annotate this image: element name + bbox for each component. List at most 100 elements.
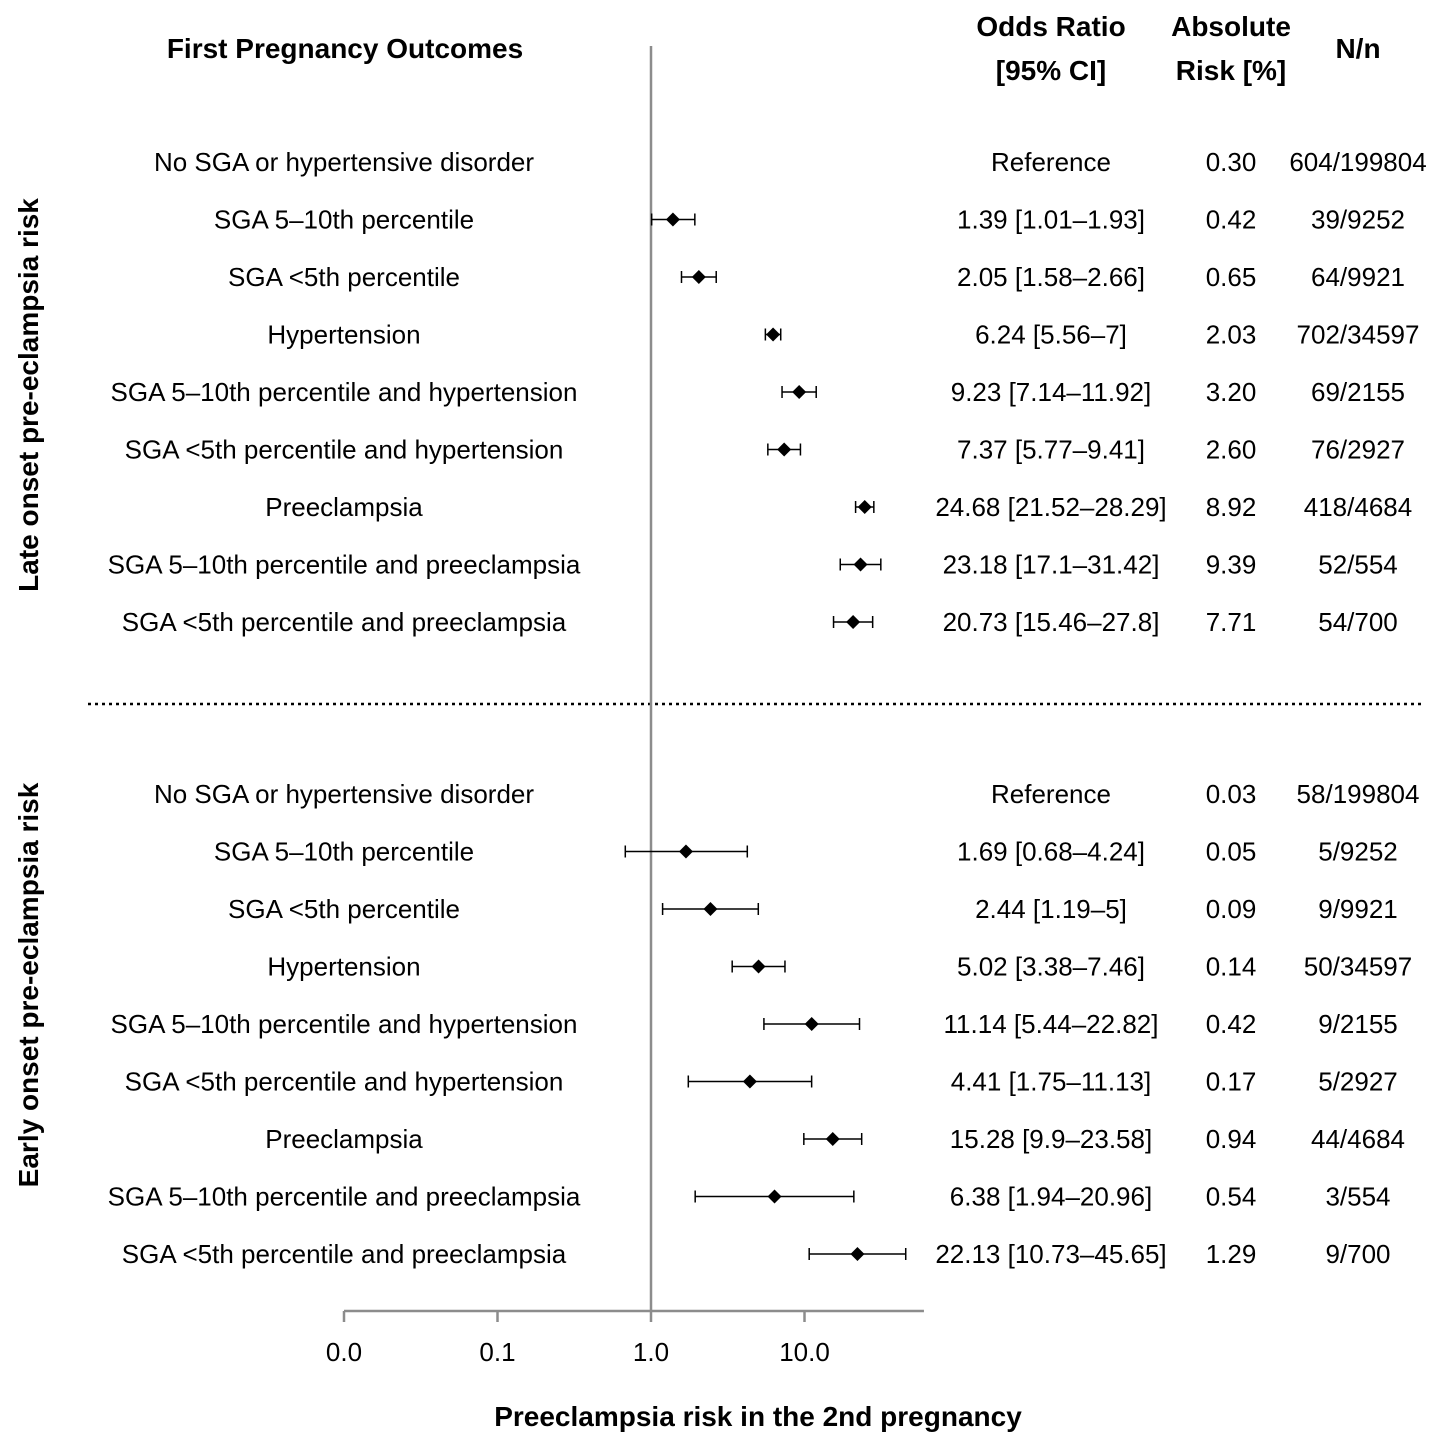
absolute-risk-value: 0.94 [1206,1124,1257,1154]
n-over-n-value: 5/2927 [1318,1067,1398,1097]
absolute-risk-value: 7.71 [1206,607,1257,637]
odds-ratio-marker [850,1247,865,1261]
odds-ratio-text: 23.18 [17.1–31.42] [943,550,1160,580]
header-absolute-risk: Absolute [1171,11,1291,42]
odds-ratio-text: Reference [991,779,1111,809]
outcome-label: SGA <5th percentile [228,262,460,292]
outcome-label: SGA <5th percentile and hypertension [125,1067,564,1097]
absolute-risk-value: 8.92 [1206,492,1257,522]
absolute-risk-value: 2.60 [1206,435,1257,465]
header-absolute-risk-unit: Risk [%] [1176,55,1286,86]
odds-ratio-text: 11.14 [5.44–22.82] [944,1009,1159,1039]
odds-ratio-marker [766,327,781,342]
absolute-risk-value: 0.54 [1206,1182,1257,1212]
odds-ratio-marker [691,270,706,284]
absolute-risk-value: 0.42 [1206,1009,1257,1039]
absolute-risk-value: 0.14 [1206,952,1257,982]
outcome-label: SGA 5–10th percentile and preeclampsia [108,550,581,580]
group-label-late: Late onset pre-eclampsia risk [13,198,44,592]
odds-ratio-text: 22.13 [10.73–45.65] [935,1239,1166,1269]
absolute-risk-value: 3.20 [1206,377,1257,407]
odds-ratio-text: 15.28 [9.9–23.58] [950,1124,1152,1154]
odds-ratio-marker [742,1074,757,1089]
absolute-risk-value: 0.65 [1206,262,1257,292]
outcome-label: No SGA or hypertensive disorder [154,779,534,809]
n-over-n-value: 54/700 [1318,607,1398,637]
absolute-risk-value: 0.03 [1206,779,1257,809]
x-tick-label: 0.0 [326,1337,362,1367]
n-over-n-value: 604/199804 [1289,147,1426,177]
odds-ratio-text: 2.44 [1.19–5] [975,894,1127,924]
x-tick-label: 1.0 [633,1337,669,1367]
outcome-label: SGA <5th percentile and hypertension [125,435,564,465]
outcome-label: SGA 5–10th percentile [214,205,474,235]
n-over-n-value: 64/9921 [1311,262,1405,292]
n-over-n-value: 58/199804 [1297,779,1420,809]
outcome-label: No SGA or hypertensive disorder [154,147,534,177]
outcome-label: SGA <5th percentile [228,894,460,924]
outcome-label: SGA 5–10th percentile and preeclampsia [108,1182,581,1212]
odds-ratio-text: 6.38 [1.94–20.96] [950,1182,1152,1212]
odds-ratio-text: 6.24 [5.56–7] [975,320,1127,350]
n-over-n-value: 9/9921 [1318,894,1398,924]
odds-ratio-text: 7.37 [5.77–9.41] [957,435,1145,465]
x-axis-title: Preeclampsia risk in the 2nd pregnancy [494,1401,1022,1432]
n-over-n-value: 39/9252 [1311,205,1405,235]
odds-ratio-marker [804,1017,819,1031]
absolute-risk-value: 0.17 [1206,1067,1257,1097]
n-over-n-value: 76/2927 [1311,435,1405,465]
absolute-risk-value: 9.39 [1206,550,1257,580]
odds-ratio-marker [665,212,680,227]
header-odds-ratio: Odds Ratio [976,11,1125,42]
odds-ratio-marker [792,385,807,399]
outcome-label: SGA 5–10th percentile [214,837,474,867]
odds-ratio-marker [767,1189,782,1204]
header-outcomes: First Pregnancy Outcomes [167,33,523,64]
n-over-n-value: 9/2155 [1318,1009,1398,1039]
odds-ratio-text: 1.69 [0.68–4.24] [957,837,1145,867]
rows-layer: No SGA or hypertensive disorder Reference… [108,147,1427,1269]
x-axis: 0.0 0.1 1.0 10.0 [326,46,924,1367]
odds-ratio-marker [853,557,868,572]
odds-ratio-marker [678,844,693,859]
odds-ratio-text: 2.05 [1.58–2.66] [957,262,1145,292]
marks-layer [624,212,907,1261]
absolute-risk-value: 0.42 [1206,205,1257,235]
odds-ratio-text: 20.73 [15.46–27.8] [943,607,1160,637]
x-tick-label: 10.0 [779,1337,830,1367]
column-headers: First Pregnancy Outcomes Odds Ratio [95%… [167,11,1381,86]
odds-ratio-text: 4.41 [1.75–11.13] [951,1067,1151,1097]
n-over-n-value: 702/34597 [1297,320,1420,350]
odds-ratio-marker [825,1132,840,1146]
absolute-risk-value: 0.09 [1206,894,1257,924]
n-over-n-value: 9/700 [1325,1239,1390,1269]
outcome-label: Preeclampsia [265,492,423,522]
header-odds-ratio-ci: [95% CI] [996,55,1106,86]
outcome-label: SGA <5th percentile and preeclampsia [122,607,567,637]
outcome-label: SGA <5th percentile and preeclampsia [122,1239,567,1269]
odds-ratio-text: 5.02 [3.38–7.46] [957,952,1145,982]
odds-ratio-text: 1.39 [1.01–1.93] [957,205,1145,235]
absolute-risk-value: 1.29 [1206,1239,1257,1269]
absolute-risk-value: 0.30 [1206,147,1257,177]
odds-ratio-text: Reference [991,147,1111,177]
n-over-n-value: 52/554 [1318,550,1398,580]
n-over-n-value: 44/4684 [1311,1124,1405,1154]
odds-ratio-marker [846,615,861,629]
odds-ratio-marker [857,500,872,514]
outcome-label: Hypertension [267,952,420,982]
outcome-label: SGA 5–10th percentile and hypertension [111,377,578,407]
group-label-early: Early onset pre-eclampsia risk [13,782,44,1187]
outcome-label: Hypertension [267,320,420,350]
odds-ratio-marker [751,959,766,974]
n-over-n-value: 3/554 [1325,1182,1390,1212]
outcome-label: Preeclampsia [265,1124,423,1154]
absolute-risk-value: 0.05 [1206,837,1257,867]
odds-ratio-text: 24.68 [21.52–28.29] [935,492,1166,522]
n-over-n-value: 418/4684 [1304,492,1412,522]
x-tick-label: 0.1 [479,1337,515,1367]
n-over-n-value: 50/34597 [1304,952,1412,982]
outcome-label: SGA 5–10th percentile and hypertension [111,1009,578,1039]
odds-ratio-marker [703,902,718,916]
